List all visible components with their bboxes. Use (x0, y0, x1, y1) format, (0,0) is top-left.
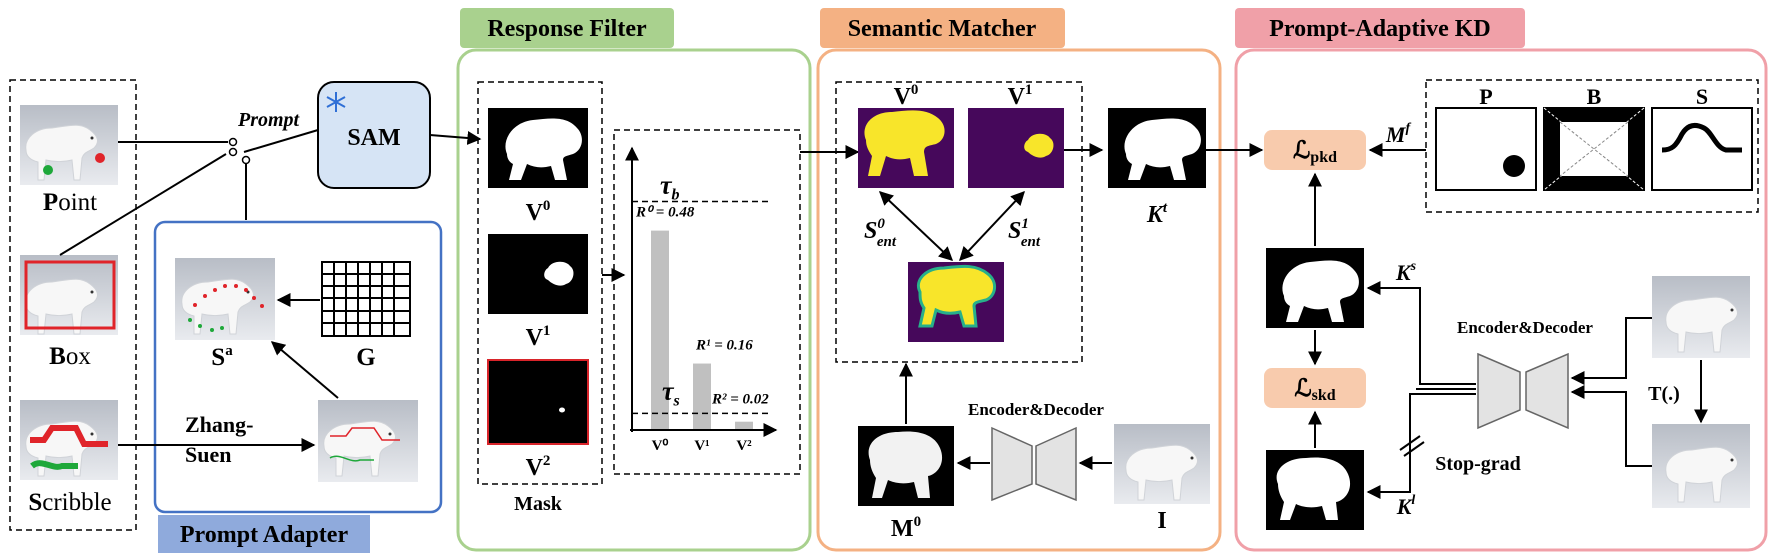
response-filter-panel (456, 48, 812, 552)
svg-text:ℒskd: ℒskd (1294, 373, 1335, 404)
prompt-label: Prompt (237, 109, 301, 131)
mask-v0-image (488, 108, 588, 188)
response-chart-box (613, 129, 801, 475)
svg-text:SAM: SAM (347, 125, 400, 151)
matcher-v1-image (968, 108, 1064, 188)
kt-label: Kt (1146, 200, 1168, 228)
transformed-input-image (1652, 424, 1750, 508)
mask-v0-label: V0 (526, 198, 551, 226)
stop-grad-label: Stop-grad (1435, 453, 1521, 475)
tau-b-label: τb (660, 171, 680, 204)
mask-v1-label: V1 (526, 323, 551, 351)
matcher-v0-image (858, 108, 954, 188)
response-filter-title: Response Filter (460, 8, 674, 48)
mask-label: Mask (514, 493, 563, 515)
bar-value-label-0: R⁰ = 0.48 (635, 205, 695, 221)
kd-encoder-decoder-icon (1477, 352, 1569, 430)
ks-label: Ks (1395, 259, 1417, 285)
tick-label-0: V⁰ (652, 438, 669, 454)
kl-label: Kl (1396, 493, 1416, 519)
zhang-suen-label-line1: Zhang- (185, 412, 253, 437)
prompt-inputs-box (9, 79, 137, 531)
mask-v1-image (488, 234, 588, 314)
bar-0 (651, 230, 669, 430)
point-input-image (20, 105, 118, 185)
student-input-image (1652, 276, 1750, 358)
m0-mask-image (858, 426, 954, 506)
svg-text:Response Filter: Response Filter (487, 16, 647, 42)
matcher-encoder-decoder-label: Encoder&Decoder (968, 400, 1104, 419)
m0-label: M0 (891, 514, 921, 542)
semantic-matcher-title: Semantic Matcher (820, 8, 1065, 48)
skeleton-scribble-image (318, 400, 418, 482)
matcher-v1-label: V1 (1008, 82, 1033, 110)
scribble-label: Scribble (28, 489, 111, 516)
prompt-adapter-title: Prompt Adapter (158, 515, 370, 553)
prompt-adaptive-kd-title: Prompt-Adaptive KD (1235, 8, 1525, 48)
switch-contact-adapter (241, 155, 251, 165)
stop-grad-mark (1399, 435, 1425, 457)
kd-encoder-decoder-label: Encoder&Decoder (1457, 318, 1593, 337)
tick-label-2: V² (736, 438, 752, 454)
weight-p-label: P (1479, 84, 1492, 109)
svg-text:Prompt Adapter: Prompt Adapter (180, 522, 349, 548)
semantic-matcher-panel (816, 48, 1222, 552)
switch-contact-box (228, 147, 238, 157)
switch-contact-point (228, 137, 238, 147)
svg-text:ℒpkd: ℒpkd (1293, 135, 1337, 166)
tick-label-1: V¹ (694, 438, 709, 454)
ks-mask-image (1266, 248, 1364, 328)
weight-b-label: B (1587, 84, 1602, 109)
matcher-encoder-decoder-icon (991, 426, 1077, 502)
bar-1 (693, 363, 711, 430)
i-label: I (1157, 508, 1166, 534)
grid-icon (321, 261, 411, 337)
bar-value-label-2: R² = 0.02 (711, 392, 769, 408)
weight-p-map (1435, 107, 1537, 191)
snowflake-icon (326, 92, 346, 112)
input-image-i (1114, 424, 1210, 504)
matcher-v0-label: V0 (894, 82, 919, 110)
transform-label: T(.) (1648, 383, 1680, 405)
sa-label: Sa (211, 343, 233, 371)
weight-b-map (1543, 107, 1645, 191)
prompt-adaptive-kd-panel (1234, 48, 1768, 552)
point-label: Point (43, 189, 97, 216)
matcher-box (835, 81, 1083, 363)
response-bar-chart: V⁰ R⁰ = 0.48 V¹ R¹ = 0.16 V² R² = 0.02 τb τs (625, 146, 778, 454)
box-label: Box (49, 343, 91, 370)
adapted-scribble-image (175, 258, 275, 340)
mask-v2-label: V2 (526, 453, 551, 481)
weight-s-map (1651, 107, 1753, 191)
svg-text:Prompt-Adaptive KD: Prompt-Adaptive KD (1269, 16, 1491, 42)
loss-pkd-box: ℒpkd (1264, 130, 1366, 170)
s1-ent-label: S1 ent (1008, 216, 1041, 250)
bar-value-label-1: R¹ = 0.16 (695, 338, 753, 354)
sam-masks-box (477, 81, 603, 485)
kl-mask-image (1266, 450, 1364, 530)
bar-2 (735, 421, 753, 430)
mask-v2-image (487, 359, 589, 445)
weight-s-label: S (1696, 84, 1708, 109)
entropy-map-image (908, 262, 1004, 342)
sam-block: SAM (317, 81, 431, 189)
mf-label: Mf (1385, 121, 1412, 147)
box-input-image (20, 255, 118, 335)
s0-ent-label: S0 ent (864, 216, 897, 250)
prompt-weight-box (1425, 79, 1759, 213)
zhang-suen-label-line2: Suen (185, 442, 231, 467)
loss-skd-box: ℒskd (1264, 368, 1366, 408)
g-label: G (356, 344, 375, 371)
prompt-adapter-panel (153, 220, 443, 514)
kt-mask-image (1108, 108, 1206, 188)
scribble-input-image (20, 400, 118, 480)
svg-text:Semantic Matcher: Semantic Matcher (848, 16, 1037, 42)
tau-s-label: τs (662, 376, 680, 409)
